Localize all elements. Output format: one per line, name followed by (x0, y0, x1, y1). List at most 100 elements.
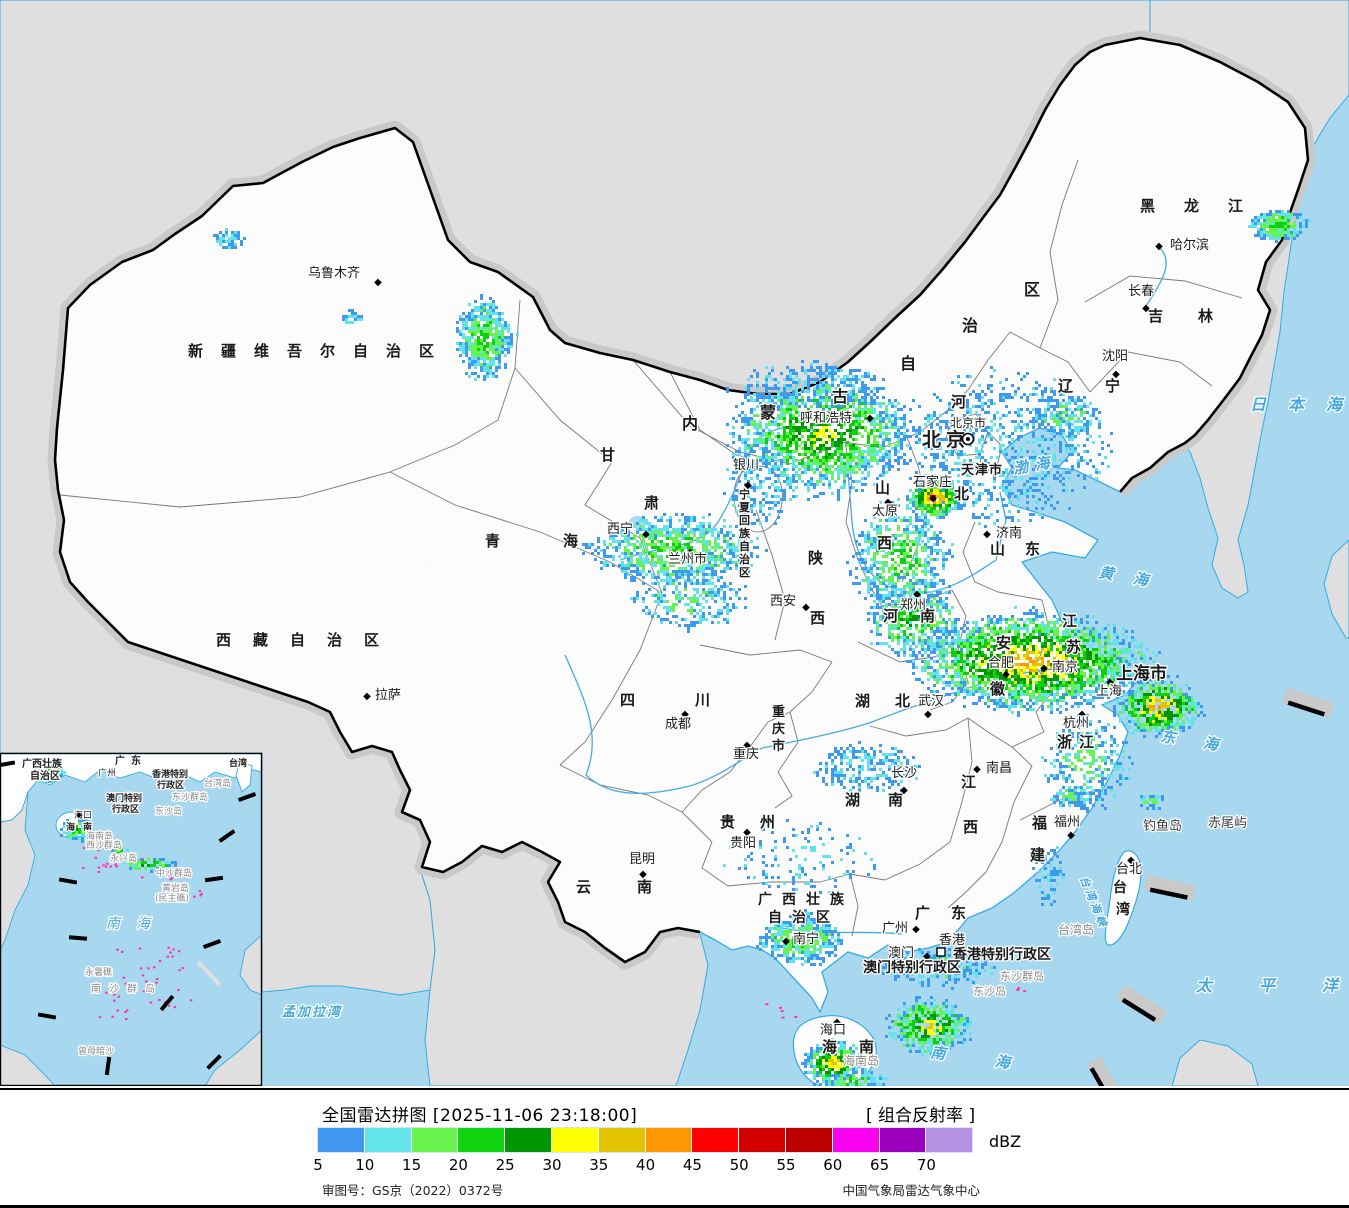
inset-reef-marker (141, 974, 145, 977)
radar-echo-xinjiang-small (342, 309, 363, 324)
province-label: 广东 (915, 904, 987, 922)
radar-echo-hubei-chongqing (813, 741, 921, 798)
province-boundary (962, 521, 999, 593)
inset-reef-marker (177, 950, 181, 953)
city-marker: ◆ (1155, 241, 1163, 252)
city-marker: ◆ (1106, 677, 1114, 688)
province-label: 贵州 (720, 813, 800, 831)
inset-reef-marker (125, 1009, 129, 1012)
city-label: 沈阳 (1102, 349, 1128, 364)
province-label: 海南 (822, 1038, 896, 1056)
sea-label: 日本海 (1250, 395, 1349, 414)
sea-label: 太平洋 (1195, 976, 1349, 995)
radar-echo-fujian-coast (1032, 846, 1065, 906)
inset-reef-marker (173, 1006, 177, 1009)
inset-dash-segment (104, 1056, 112, 1076)
province-label: 陕 (808, 549, 823, 567)
inset-reef-marker (111, 851, 115, 854)
inset-label: 西沙群岛 (86, 839, 122, 851)
province-boundary (819, 841, 951, 883)
province-label: 北 (954, 485, 969, 503)
inset-reef-marker (174, 872, 178, 875)
inset-label: 行政区 (156, 779, 184, 791)
legend-color-50 (739, 1128, 785, 1152)
city-label: 呼和浩特 (800, 411, 852, 426)
province-label: 云南 (576, 878, 698, 896)
legend-value: 15 (402, 1156, 422, 1174)
legend-color-35 (598, 1128, 645, 1152)
inset-reef-marker (116, 948, 119, 951)
inset-reef-marker (169, 878, 173, 881)
radar-echo-ningxia-shaanxi (723, 444, 798, 525)
city-marker: ◆ (1127, 855, 1135, 866)
inset-reef-marker (155, 978, 159, 981)
radar-map: 黑龙江 吉林 辽宁内蒙古自治区新疆维吾尔自治区 西藏自治区 青海甘肃宁夏回族自治区陕西山… (0, 0, 1349, 1108)
island-label: 东沙岛 (973, 984, 1006, 998)
city-marker: ◆ (681, 709, 689, 720)
inset-reef-marker (105, 862, 109, 865)
city-label: 济南 (996, 525, 1022, 541)
province-label: 安 (996, 634, 1011, 652)
inset-label: 永兴岛 (110, 852, 137, 864)
river (1145, 247, 1167, 307)
city-marker: ◆ (1002, 669, 1010, 680)
city-label: 香港 (939, 933, 965, 948)
city-label: 郑州 (900, 598, 926, 613)
city-marker: ◆ (1142, 303, 1150, 314)
inset-palawan (196, 960, 222, 987)
inset-reef-marker (145, 980, 148, 983)
legend-value: 60 (823, 1156, 843, 1174)
radar-echo-jianghuai-band (903, 606, 1161, 717)
inset-reef-marker (178, 969, 181, 972)
radar-echo-fujian-ne (1050, 786, 1092, 807)
inset-border (0, 752, 263, 1087)
province-label: 北京 (922, 428, 970, 451)
province-boundary (947, 871, 987, 909)
city-label: 贵阳 (730, 836, 756, 851)
inset-reef-marker (142, 990, 146, 993)
province-label: 辽宁 (1058, 377, 1152, 395)
city-label: 上海市 (1116, 663, 1167, 684)
radar-echo-henan-central (867, 576, 957, 663)
inset-label: 中沙群岛 (156, 867, 192, 879)
province-label: 肃 (644, 494, 659, 512)
city-marker: ◆ (884, 497, 892, 508)
inset-land (235, 761, 253, 793)
inset-reef-marker (124, 982, 128, 985)
province-label: 自 (900, 354, 916, 373)
city-marker: ◆ (973, 764, 981, 775)
agency-label: 中国气象局雷达气象中心 (842, 1183, 980, 1198)
city-marker: ◆ (782, 936, 790, 947)
radar-echo-nanning (756, 909, 843, 966)
city-label: 杭州 (1063, 716, 1089, 731)
inset-reef-marker (95, 985, 99, 988)
inset-label: 香港特别 (151, 768, 188, 780)
province-boundary (699, 644, 833, 663)
province-label: 河 (951, 393, 966, 411)
inset-reef-marker (162, 868, 166, 871)
legend-value: 50 (729, 1156, 749, 1174)
reef-marker (765, 1003, 769, 1006)
inset-reef-marker (149, 1001, 153, 1004)
city-label: 昆明 (629, 852, 655, 867)
city-marker: ◆ (912, 924, 920, 935)
province-boundary (1009, 331, 1091, 393)
reef-marker (780, 1010, 784, 1013)
inset-reef-marker (97, 870, 101, 873)
province-label: 福 (1031, 814, 1047, 832)
inset-reef-marker (169, 951, 172, 954)
map-approval-number: 审图号：GS京（2022）0372号 (322, 1183, 504, 1198)
inset-reef-marker (193, 895, 196, 898)
island-label: 钓鱼岛 (1143, 818, 1182, 834)
city-label: 合肥 (988, 656, 1014, 671)
inset-reef-marker (181, 967, 185, 970)
province-label: 四川 (620, 691, 770, 709)
city-label: 台北 (1116, 862, 1142, 877)
province-boundary (681, 811, 820, 887)
city-marker: ◆ (923, 951, 931, 962)
inset-label: 广西壮族 (22, 757, 63, 770)
radar-echo-hainan-east-sea (885, 996, 972, 1059)
province-boundary (755, 509, 786, 641)
city-label: 重庆 (733, 746, 759, 762)
city-marker: ◆ (1040, 663, 1048, 674)
